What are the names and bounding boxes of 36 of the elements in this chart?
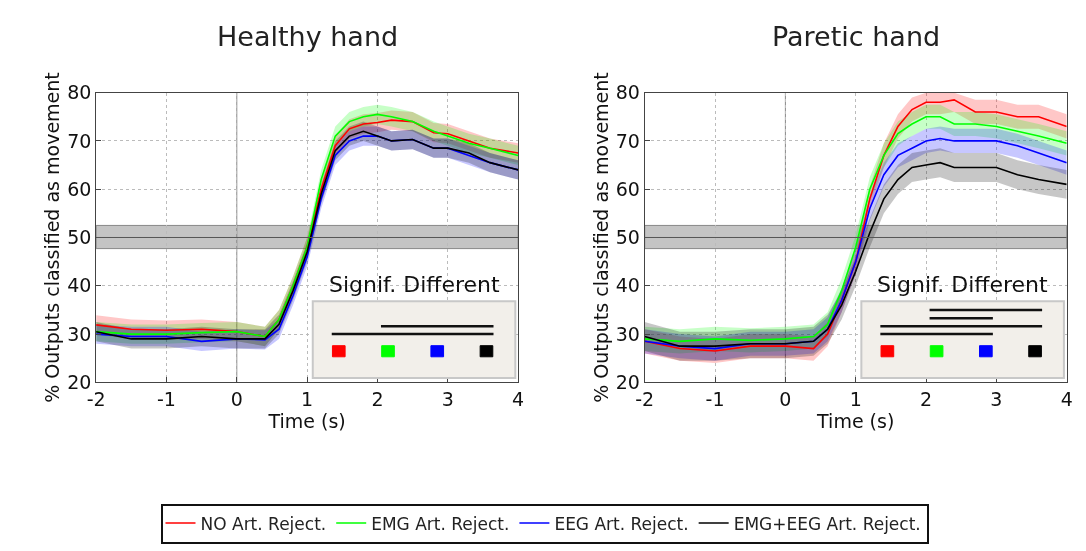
annotation: Signif. Different	[329, 272, 501, 297]
y-tick-label: 70	[615, 129, 640, 152]
y-tick-label: 50	[615, 226, 640, 249]
y-tick-label: 50	[67, 226, 92, 249]
x-tick-label: -1	[156, 388, 176, 411]
legend-label: EMG+EEG Art. Reject.	[733, 513, 921, 534]
x-tick-label: 3	[441, 388, 454, 411]
y-tick-label: 60	[67, 177, 92, 200]
x-tick-label: 4	[1060, 388, 1073, 411]
x-tick-label: 3	[990, 388, 1003, 411]
y-tick-label: 60	[615, 177, 640, 200]
y-tick-label: 80	[615, 81, 640, 104]
chart-title: Healthy hand	[217, 21, 399, 52]
legend-label: EEG Art. Reject.	[554, 513, 689, 534]
x-axis-title: Time (s)	[816, 410, 895, 433]
legend-label: EMG Art. Reject.	[371, 513, 510, 534]
y-tick-label: 40	[615, 274, 640, 297]
x-tick-label: -1	[705, 388, 725, 411]
annotation: Signif. Different	[877, 272, 1049, 297]
y-tick-label: 70	[67, 129, 92, 152]
y-tick-label: 30	[615, 322, 640, 345]
x-tick-label: 1	[301, 388, 314, 411]
y-axis-title: % Outputs classified as movement	[40, 72, 63, 403]
y-tick-label: 40	[67, 274, 92, 297]
x-tick-label: 0	[230, 388, 243, 411]
x-tick-label: 4	[512, 388, 525, 411]
y-tick-label: 30	[67, 322, 92, 345]
legend-label: NO Art. Reject.	[200, 513, 327, 534]
x-axis-title: Time (s)	[267, 410, 346, 433]
y-axis-title: % Outputs classified as movement	[589, 72, 612, 403]
y-tick-label: 80	[67, 81, 92, 104]
x-tick-label: 2	[371, 388, 384, 411]
x-tick-label: 2	[920, 388, 933, 411]
chart-title: Paretic hand	[772, 21, 941, 52]
x-tick-label: 0	[779, 388, 792, 411]
x-tick-label: 1	[849, 388, 862, 411]
